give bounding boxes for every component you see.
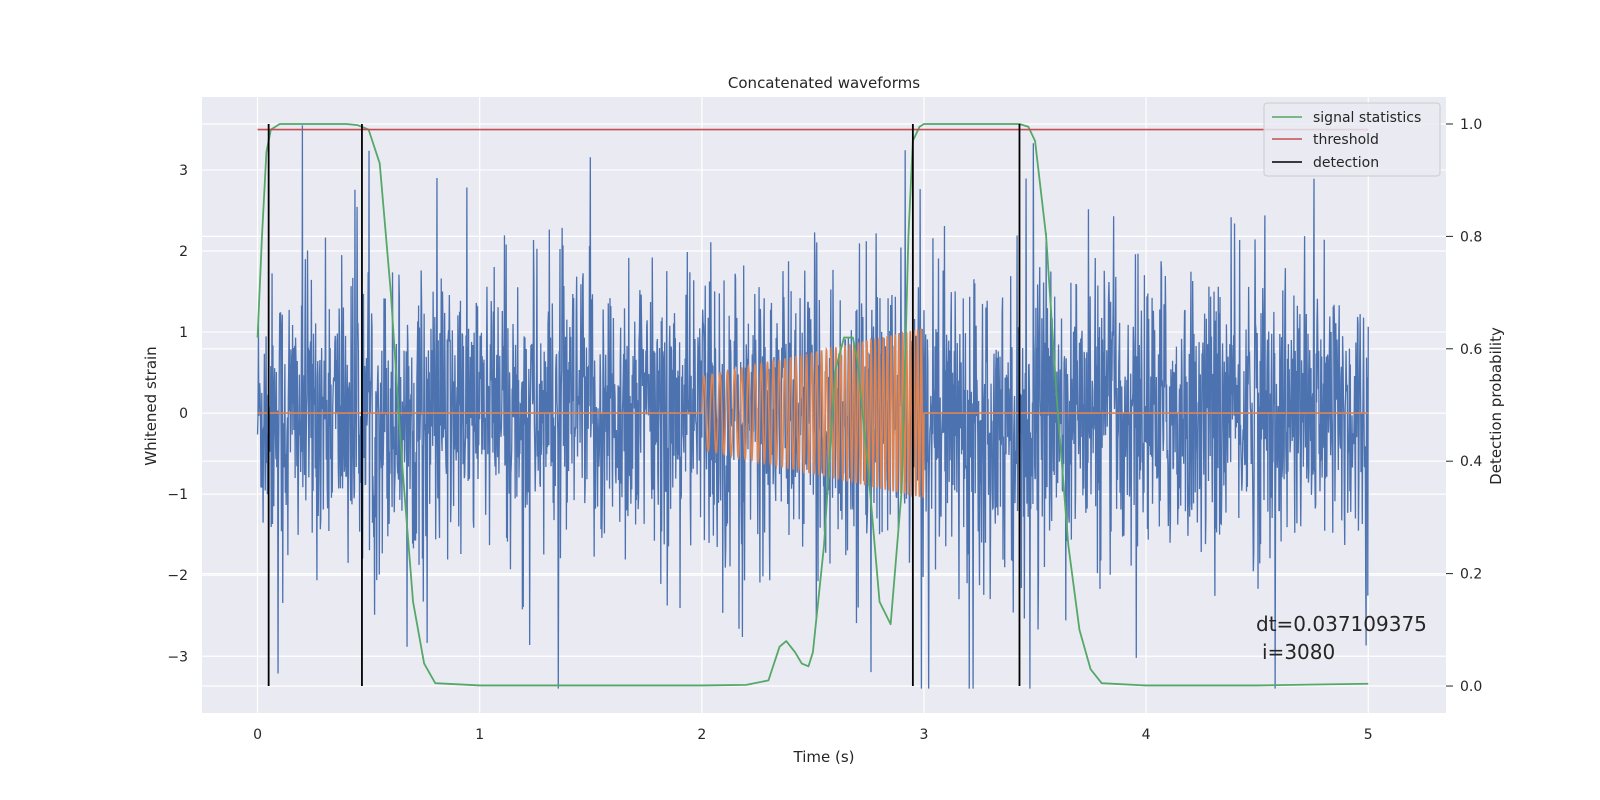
legend: signal statistics threshold detection (1263, 102, 1441, 177)
y-tick-label: −2 (167, 568, 188, 584)
x-tick-label: 2 (697, 727, 706, 743)
legend-label-signal-statistics: signal statistics (1313, 110, 1421, 126)
y2-tick-label: 0.4 (1460, 454, 1482, 470)
y-tick-label: 0 (179, 406, 188, 422)
x-tick-label: 1 (475, 727, 484, 743)
x-tick-label: 5 (1364, 727, 1373, 743)
x-axis-label: Time (s) (793, 748, 855, 766)
x-tick-label: 3 (920, 727, 929, 743)
y-tick-label: 2 (179, 244, 188, 260)
chart-title: Concatenated waveforms (728, 74, 920, 92)
y-tick-label: −1 (167, 487, 188, 503)
y-tick-label: 1 (179, 325, 188, 341)
template-series (257, 328, 1369, 498)
y2-tick-label: 0.8 (1460, 229, 1482, 245)
legend-label-threshold: threshold (1313, 132, 1379, 148)
x-tick-label: 4 (1142, 727, 1151, 743)
legend-label-detection: detection (1313, 155, 1379, 171)
y-axis-label: Whitened strain (142, 346, 160, 465)
y-tick-label: −3 (167, 649, 188, 665)
legend-box (1263, 102, 1441, 177)
ticks: 0 1 2 3 4 5 −3 −2 −1 0 1 2 3 0.0 0.2 0.4 0.6 0.8 1.0 (167, 117, 1482, 743)
detection-series (267, 123, 1021, 687)
x-tick-label: 0 (253, 727, 262, 743)
y2-tick-label: 0.6 (1460, 342, 1482, 358)
template-line (257, 328, 1369, 498)
annotation-dt: dt=0.037109375 (1256, 612, 1427, 636)
y2-tick-label: 1.0 (1460, 117, 1482, 133)
y2-axis-label: Detection probability (1487, 327, 1505, 485)
y2-tick-label: 0.2 (1460, 567, 1482, 583)
y-tick-label: 3 (179, 163, 188, 179)
annotation-i: i=3080 (1262, 640, 1335, 664)
y2-tick-label: 0.0 (1460, 679, 1482, 695)
